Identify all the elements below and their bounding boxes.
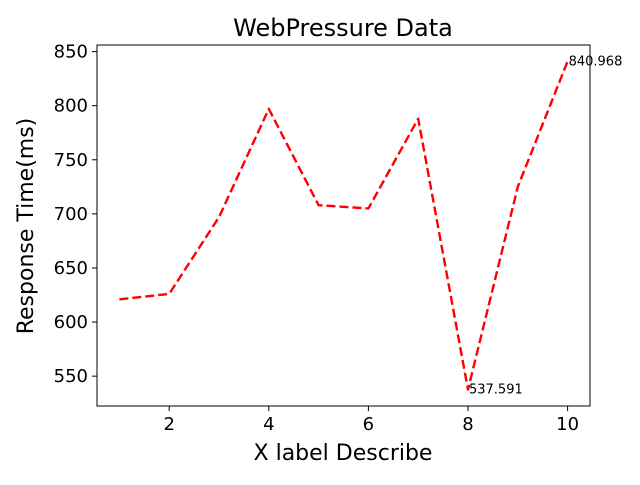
y-tick-label: 550 <box>54 366 88 387</box>
x-axis-label: X label Describe <box>254 441 433 466</box>
x-tick-label: 6 <box>363 414 374 435</box>
axes-frame <box>96 44 591 407</box>
plot-area: 2 4 6 8 10 550 600 650 700 750 800 850 537.591 840.96… <box>54 42 623 435</box>
y-tick-label: 650 <box>54 258 88 279</box>
series-line-0 <box>119 60 569 391</box>
y-tick-label: 850 <box>54 42 88 63</box>
chart-title: WebPressure Data <box>233 14 453 42</box>
y-tick-label: 600 <box>54 312 88 333</box>
y-axis-label: Response Time(ms) <box>14 118 39 335</box>
x-tick-label: 2 <box>163 414 174 435</box>
x-tick-label: 10 <box>556 414 579 435</box>
x-tick-label: 4 <box>263 414 274 435</box>
data-label: 537.591 <box>469 383 523 398</box>
y-tick-label: 750 <box>54 150 88 171</box>
y-tick-label: 700 <box>54 204 88 225</box>
x-tick-label: 8 <box>462 414 473 435</box>
data-label: 840.968 <box>569 54 623 69</box>
y-tick-label: 800 <box>54 96 88 117</box>
